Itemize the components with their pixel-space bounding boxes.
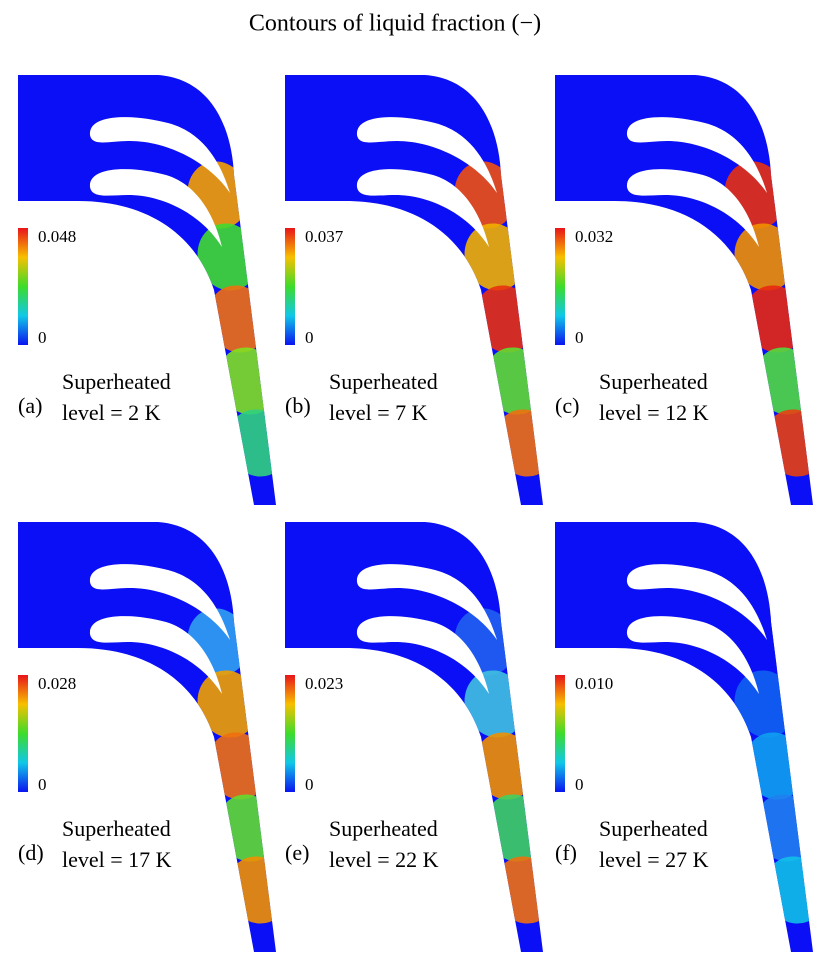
caption-line: Superheated (62, 816, 171, 841)
panel: 0.037 0 (b) Superheated level = 7 K (285, 75, 565, 505)
colorbar (555, 228, 565, 345)
colorbar-min: 0 (38, 775, 47, 794)
colorbar (285, 675, 295, 792)
colorbar-min: 0 (575, 775, 584, 794)
panel-label: (a) (18, 393, 42, 418)
contour-patch (745, 786, 818, 870)
panel: 0.048 0 (a) Superheated level = 2 K (18, 75, 298, 505)
panel: 0.032 0 (c) Superheated level = 12 K (555, 75, 818, 505)
caption-line: level = 12 K (599, 400, 709, 425)
panel-label: (e) (285, 840, 309, 865)
panel: 0.010 0 (f) Superheated level = 27 K (555, 522, 818, 952)
figure-title: Contours of liquid fraction (−) (249, 11, 541, 37)
panel-label: (d) (18, 840, 44, 865)
panel: 0.028 0 (d) Superheated level = 17 K (18, 522, 298, 952)
colorbar-max: 0.028 (38, 674, 76, 693)
colorbar-min: 0 (575, 328, 584, 347)
caption-line: Superheated (329, 816, 438, 841)
contour-patch (485, 401, 565, 485)
colorbar (285, 228, 295, 345)
caption-line: level = 27 K (599, 847, 709, 872)
caption-line: level = 17 K (62, 847, 172, 872)
colorbar-max: 0.037 (305, 227, 344, 246)
colorbar-max: 0.023 (305, 674, 343, 693)
colorbar-max: 0.032 (575, 227, 613, 246)
colorbar-max: 0.010 (575, 674, 613, 693)
figure: Contours of liquid fraction (−) 0.048 0 (a… (0, 0, 818, 954)
colorbar (555, 675, 565, 792)
colorbar-max: 0.048 (38, 227, 76, 246)
colorbar (18, 675, 28, 792)
contour-patch (485, 848, 565, 932)
colorbar-min: 0 (305, 775, 314, 794)
caption-line: Superheated (599, 816, 708, 841)
caption-line: Superheated (599, 369, 708, 394)
contour-patch (745, 339, 818, 423)
panel-label: (c) (555, 393, 579, 418)
panel-label: (b) (285, 393, 311, 418)
caption-line: level = 7 K (329, 400, 428, 425)
panel-label: (f) (555, 840, 577, 865)
caption-line: Superheated (62, 369, 171, 394)
caption-line: level = 22 K (329, 847, 439, 872)
colorbar-min: 0 (305, 328, 314, 347)
panel: 0.023 0 (e) Superheated level = 22 K (285, 522, 565, 952)
colorbar (18, 228, 28, 345)
caption-line: level = 2 K (62, 400, 161, 425)
contour-patch (755, 401, 818, 485)
caption-line: Superheated (329, 369, 438, 394)
colorbar-min: 0 (38, 328, 47, 347)
contour-patch (755, 848, 818, 932)
